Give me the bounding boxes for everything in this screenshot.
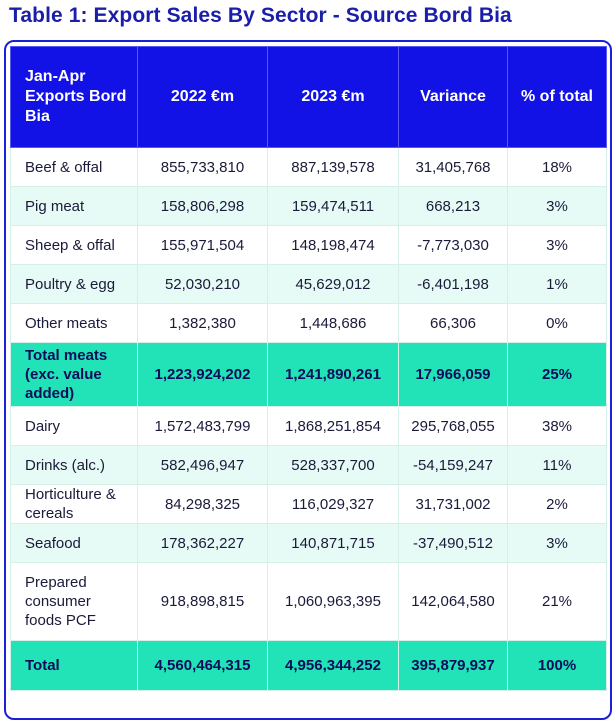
cell-variance: 17,966,059	[398, 342, 508, 407]
cell-variance: -54,159,247	[398, 445, 508, 485]
cell-value-2023: 159,474,511	[267, 186, 399, 226]
cell-sector: Total meats (exc. value added)	[10, 342, 138, 407]
cell-value-2022: 84,298,325	[137, 484, 268, 524]
cell-percent-of-total: 1%	[507, 264, 607, 304]
cell-percent-of-total: 18%	[507, 147, 607, 187]
cell-value-2022: 855,733,810	[137, 147, 268, 187]
cell-sector: Prepared consumer foods PCF	[10, 562, 138, 641]
cell-value-2023: 1,241,890,261	[267, 342, 399, 407]
cell-value-2022: 918,898,815	[137, 562, 268, 641]
cell-value-2022: 582,496,947	[137, 445, 268, 485]
cell-value-2022: 1,382,380	[137, 303, 268, 343]
table-title: Table 1: Export Sales By Sector - Source…	[9, 4, 512, 27]
cell-variance: -37,490,512	[398, 523, 508, 563]
table-row: Horticulture & cereals 84,298,325 116,029,…	[10, 484, 607, 524]
cell-value-2023: 4,956,344,252	[267, 640, 399, 691]
cell-variance: 31,731,002	[398, 484, 508, 524]
cell-value-2023: 528,337,700	[267, 445, 399, 485]
cell-variance: -6,401,198	[398, 264, 508, 304]
cell-value-2022: 158,806,298	[137, 186, 268, 226]
table-row: Sheep & offal 155,971,504 148,198,474 -7,77…	[10, 225, 607, 265]
cell-variance: 142,064,580	[398, 562, 508, 641]
cell-sector: Horticulture & cereals	[10, 484, 138, 524]
table-row: Seafood 178,362,227 140,871,715 -37,490,512…	[10, 523, 607, 563]
table-frame: Jan-Apr Exports Bord Bia 2022 €m 2023 €m…	[4, 40, 612, 720]
table-row: Dairy 1,572,483,799 1,868,251,854 295,768,0…	[10, 406, 607, 446]
cell-sector: Seafood	[10, 523, 138, 563]
cell-variance: 295,768,055	[398, 406, 508, 446]
cell-sector: Other meats	[10, 303, 138, 343]
cell-value-2023: 887,139,578	[267, 147, 399, 187]
table-row: Beef & offal 855,733,810 887,139,578 31,405…	[10, 147, 607, 187]
header-2022: 2022 €m	[137, 46, 268, 148]
cell-value-2023: 148,198,474	[267, 225, 399, 265]
table-body: Beef & offal 855,733,810 887,139,578 31,405…	[10, 147, 607, 691]
cell-value-2022: 178,362,227	[137, 523, 268, 563]
cell-percent-of-total: 21%	[507, 562, 607, 641]
cell-percent-of-total: 100%	[507, 640, 607, 691]
cell-value-2023: 45,629,012	[267, 264, 399, 304]
cell-percent-of-total: 3%	[507, 186, 607, 226]
cell-variance: 66,306	[398, 303, 508, 343]
cell-value-2023: 140,871,715	[267, 523, 399, 563]
cell-value-2023: 116,029,327	[267, 484, 399, 524]
cell-percent-of-total: 3%	[507, 523, 607, 563]
cell-sector: Sheep & offal	[10, 225, 138, 265]
export-sales-table: Jan-Apr Exports Bord Bia 2022 €m 2023 €m…	[10, 46, 607, 691]
header-row: Jan-Apr Exports Bord Bia 2022 €m 2023 €m…	[10, 46, 607, 148]
header-sector: Jan-Apr Exports Bord Bia	[10, 46, 138, 148]
cell-sector: Dairy	[10, 406, 138, 446]
table-row: Pig meat 158,806,298 159,474,511 668,213 3%	[10, 186, 607, 226]
cell-percent-of-total: 3%	[507, 225, 607, 265]
cell-value-2023: 1,868,251,854	[267, 406, 399, 446]
header-2023: 2023 €m	[267, 46, 399, 148]
cell-value-2022: 1,572,483,799	[137, 406, 268, 446]
cell-percent-of-total: 25%	[507, 342, 607, 407]
cell-value-2023: 1,060,963,395	[267, 562, 399, 641]
cell-value-2022: 52,030,210	[137, 264, 268, 304]
cell-value-2022: 1,223,924,202	[137, 342, 268, 407]
cell-sector: Beef & offal	[10, 147, 138, 187]
table-row: Poultry & egg 52,030,210 45,629,012 -6,401,…	[10, 264, 607, 304]
table-row: Prepared consumer foods PCF 918,898,815 1,…	[10, 562, 607, 641]
cell-sector: Pig meat	[10, 186, 138, 226]
cell-variance: 668,213	[398, 186, 508, 226]
header-variance: Variance	[398, 46, 508, 148]
header-percent: % of total	[507, 46, 607, 148]
cell-sector: Total	[10, 640, 138, 691]
cell-percent-of-total: 2%	[507, 484, 607, 524]
table-row: Other meats 1,382,380 1,448,686 66,306 0%	[10, 303, 607, 343]
cell-sector: Drinks (alc.)	[10, 445, 138, 485]
cell-percent-of-total: 38%	[507, 406, 607, 446]
total-row: Total 4,560,464,315 4,956,344,252 395,879,9…	[10, 640, 607, 691]
total-row: Total meats (exc. value added) 1,223,924,…	[10, 342, 607, 407]
table-row: Drinks (alc.) 582,496,947 528,337,700 -54,1…	[10, 445, 607, 485]
cell-percent-of-total: 0%	[507, 303, 607, 343]
cell-percent-of-total: 11%	[507, 445, 607, 485]
cell-variance: 395,879,937	[398, 640, 508, 691]
cell-variance: -7,773,030	[398, 225, 508, 265]
cell-sector: Poultry & egg	[10, 264, 138, 304]
cell-value-2023: 1,448,686	[267, 303, 399, 343]
cell-value-2022: 155,971,504	[137, 225, 268, 265]
cell-variance: 31,405,768	[398, 147, 508, 187]
cell-value-2022: 4,560,464,315	[137, 640, 268, 691]
